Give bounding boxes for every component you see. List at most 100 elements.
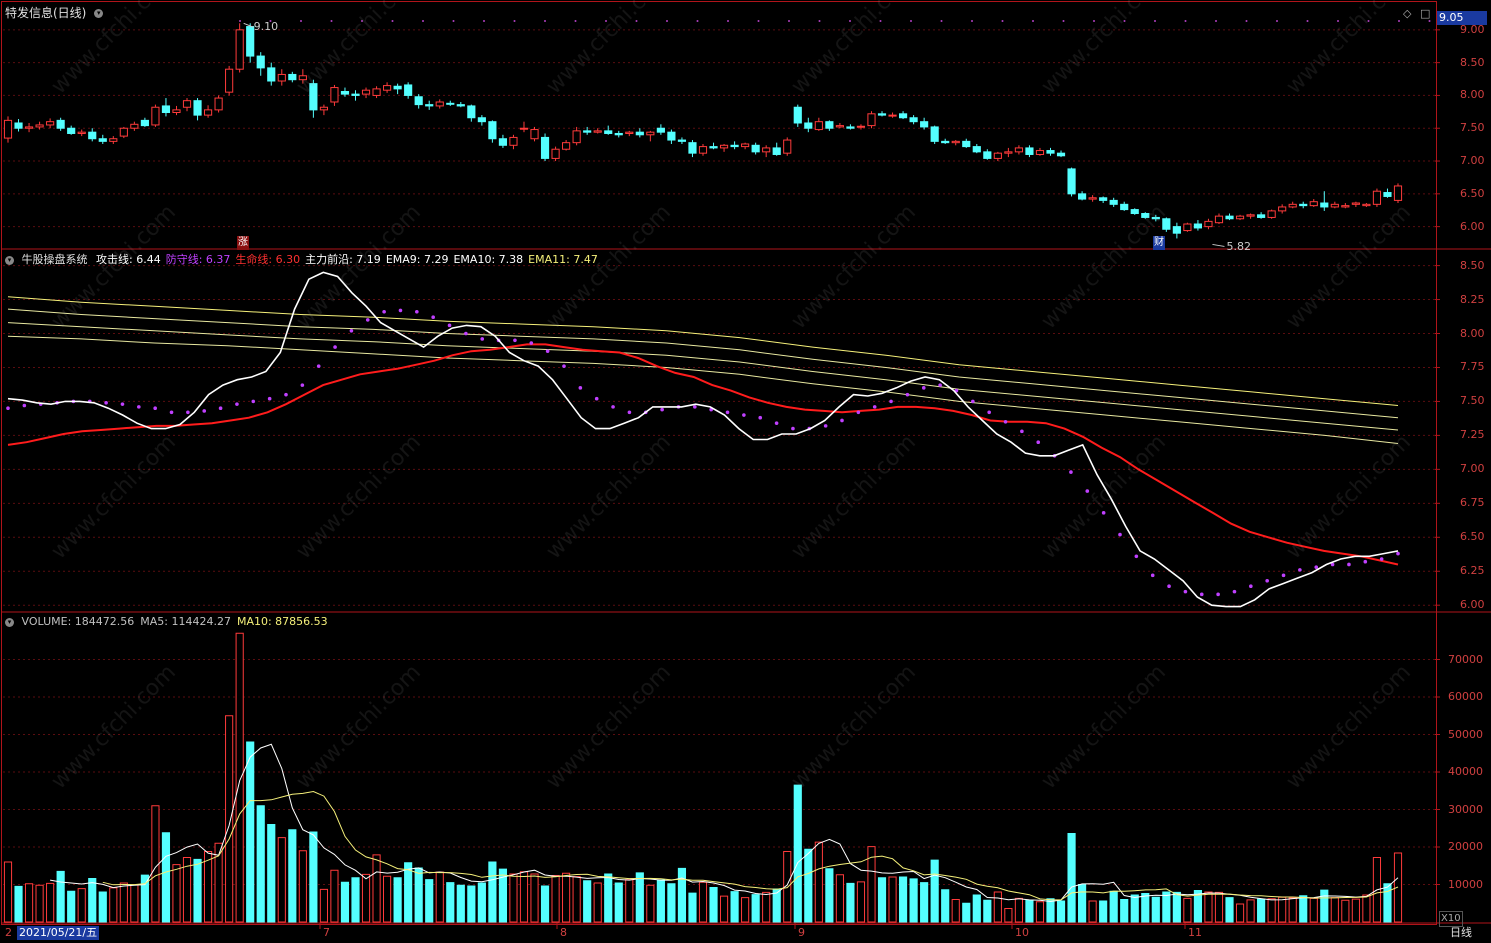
candle-body <box>1309 201 1318 207</box>
candle-body <box>540 136 550 159</box>
candle-body <box>572 130 581 144</box>
candle-body <box>709 146 718 149</box>
volume-axis-label: 20000 <box>1448 840 1483 853</box>
candle-body <box>604 130 613 134</box>
candle-body <box>962 140 971 148</box>
volume-bar <box>1246 899 1255 923</box>
defense-dot <box>169 410 174 415</box>
x-axis-month-label: 8 <box>560 926 567 939</box>
volume-legend-item: MA10: 87856.53 <box>236 615 328 628</box>
frame-border <box>1 1 1437 925</box>
low-marker-arrow <box>1212 243 1225 247</box>
candle-body <box>646 131 655 136</box>
candle-body <box>635 131 644 136</box>
top-signal-dot <box>1184 20 1187 22</box>
top-signal-dot <box>300 20 302 22</box>
volume-ma5-line <box>50 743 1399 903</box>
defense-dot <box>1118 532 1122 537</box>
volume-bar <box>730 891 739 923</box>
candle-body <box>1099 197 1108 201</box>
volume-bar <box>88 878 97 923</box>
candle-body <box>751 144 760 153</box>
volume-legend-item: VOLUME: 184472.56 <box>21 615 135 628</box>
defense-dot <box>758 415 763 420</box>
volume-bar <box>614 882 623 923</box>
defense-dot <box>938 383 942 387</box>
defense-dot <box>186 410 190 415</box>
volume-bar <box>719 895 729 923</box>
volume-bar <box>1088 900 1097 923</box>
candle-body <box>361 89 371 95</box>
volume-bar <box>835 874 844 923</box>
chevron-down-icon[interactable]: ▾ <box>94 9 104 18</box>
defense-dot <box>627 410 632 415</box>
indicator-legend: ▾ 牛股操盘系统 攻击线: 6.44 防守线: 6.37 生命线: 6.30 主力前沿… <box>5 253 598 267</box>
top-signal-dot <box>635 20 638 22</box>
candle-body <box>446 102 455 105</box>
volume-bar <box>98 891 107 923</box>
defense-dot <box>1314 565 1319 569</box>
volume-bar <box>1362 894 1371 923</box>
indicator-axis-label: 6.00 <box>1460 598 1485 612</box>
volume-bar <box>972 894 981 923</box>
candle-body <box>1299 203 1308 207</box>
price-axis-label: 7.00 <box>1460 154 1485 168</box>
indicator-axis-label: 8.25 <box>1460 292 1485 306</box>
volume-bar <box>1214 891 1224 923</box>
candle-body <box>1235 215 1245 220</box>
chevron-down-icon[interactable]: ▾ <box>5 255 14 265</box>
life-line <box>7 343 1399 566</box>
volume-bar <box>1341 899 1350 923</box>
chevron-down-icon[interactable]: ▾ <box>5 617 14 627</box>
candle-body <box>498 138 508 146</box>
volume-bar <box>1004 908 1013 923</box>
candle-body <box>825 121 834 129</box>
candle-body <box>288 73 297 81</box>
defense-dot <box>6 406 10 411</box>
defense-dot <box>529 341 534 345</box>
defense-dot <box>1396 551 1400 556</box>
candle-body <box>1320 202 1329 208</box>
volume-bar <box>1046 898 1055 923</box>
diamond-icon[interactable]: ◇ <box>1403 7 1412 20</box>
volume-bar <box>1183 897 1192 923</box>
defense-dot <box>316 364 321 368</box>
top-signal-dot <box>422 20 424 22</box>
candle-body <box>509 136 518 146</box>
volume-bar <box>477 882 486 923</box>
candle-body <box>1393 185 1403 201</box>
volume-bar <box>77 888 86 923</box>
candle-body <box>993 152 1002 159</box>
zoom-label[interactable]: X10 <box>1439 911 1463 927</box>
candle-body <box>867 113 876 127</box>
defense-dot <box>889 399 893 404</box>
price-axis-label: 7.50 <box>1460 121 1485 135</box>
volume-bar <box>1025 899 1034 923</box>
ema-band-line <box>7 308 1399 419</box>
volume-bar <box>1130 894 1139 923</box>
volume-bar <box>414 867 423 923</box>
volume-bar <box>109 887 118 923</box>
square-icon[interactable]: □ <box>1420 7 1431 20</box>
volume-bar <box>225 715 234 923</box>
defense-dot <box>464 331 468 336</box>
top-signal-dot <box>1001 20 1004 22</box>
candle-body <box>267 67 276 82</box>
period-label[interactable]: 日线 <box>1450 926 1472 939</box>
volume-bar <box>625 879 634 923</box>
candle-body <box>1341 205 1350 208</box>
indicator-axis-label: 7.75 <box>1460 360 1485 374</box>
top-signal-dot <box>696 20 699 22</box>
volume-bar <box>435 871 444 923</box>
candle-body <box>46 121 55 126</box>
stock-title: 特发信息(日线) <box>5 6 87 20</box>
defense-dot <box>1020 429 1024 434</box>
indicator-axis-label: 8.50 <box>1460 258 1485 272</box>
volume-bar <box>846 882 855 923</box>
indicator-name: 牛股操盘系统 <box>21 253 88 266</box>
defense-dot <box>987 410 991 415</box>
volume-ma10-line <box>102 790 1399 901</box>
candle-body <box>519 127 529 130</box>
candle-body <box>404 84 413 96</box>
